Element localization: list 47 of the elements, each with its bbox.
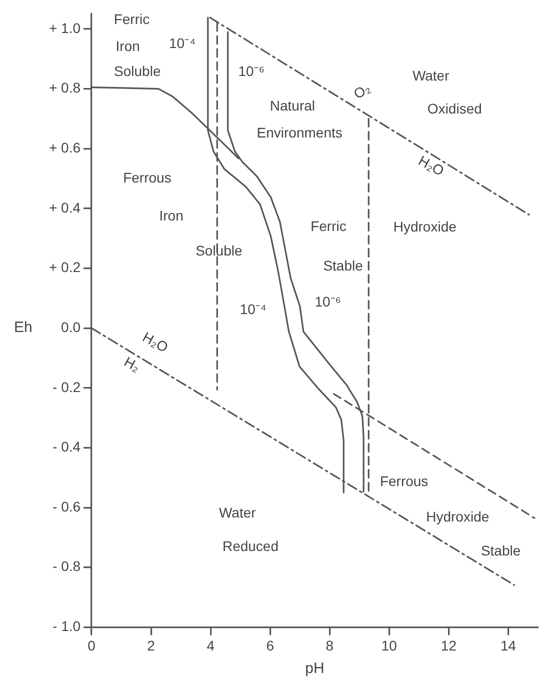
annotation: Water [218,504,256,521]
y-tick-label: - 0.6 [52,498,81,514]
y-tick-label: + 0.4 [48,199,81,216]
annotation: H₂O [140,328,172,356]
annotation: Hydroxide [393,218,457,235]
annotation: 10⁻⁴ [169,34,196,51]
annotation: Ferric [310,218,346,234]
annotation: 10⁻⁶ [238,63,265,80]
y-tick-label: - 0.8 [52,558,81,574]
y-tick-label: - 1.0 [52,618,81,634]
y-tick-label: + 0.8 [48,80,81,96]
annotation: Stable [480,542,521,558]
x-tick-label: 2 [147,637,156,654]
x-tick-label: 6 [266,637,274,654]
x-axis-title: pH [305,660,324,678]
x-tick-label: 14 [500,637,516,654]
annotation: O₂ [350,80,373,102]
x-tick-label: 0 [88,637,96,654]
y-tick-label: + 0.2 [48,259,81,276]
annotation: Iron [159,207,184,224]
x-tick-label: 4 [206,637,215,654]
y-tick-label: + 0.6 [48,139,81,156]
y-axis-title: Eh [14,319,32,336]
annotation: Soluble [114,63,161,80]
annotation: Soluble [196,242,242,259]
y-tick-label: - 0.4 [52,438,81,455]
annotation: Water [412,68,450,84]
x-tick-label: 10 [381,637,398,654]
annotation: H₂ [122,353,143,375]
annotation: H₂O [416,152,447,179]
y-tick-label: - 0.2 [52,378,81,395]
annotation: Hydroxide [426,508,490,524]
annotation: Reduced [222,538,278,554]
x-tick-label: 8 [326,637,334,654]
y-tick-label: 0.0 [61,318,81,335]
annotation: Natural [270,98,316,114]
annotation: Oxidised [427,100,482,117]
annotation: Ferric [114,10,150,27]
annotation: Environments [256,124,342,141]
y-tick-label: + 1.0 [48,20,81,36]
annotation: Stable [323,258,364,274]
annotation: Ferrous [123,169,172,186]
annotation: Iron [116,38,140,54]
annotation: 10⁻⁶ [314,294,342,310]
annotation: Ferrous [380,472,428,489]
annotation: 10⁻⁴ [240,300,266,317]
x-tick-label: 12 [440,637,457,654]
